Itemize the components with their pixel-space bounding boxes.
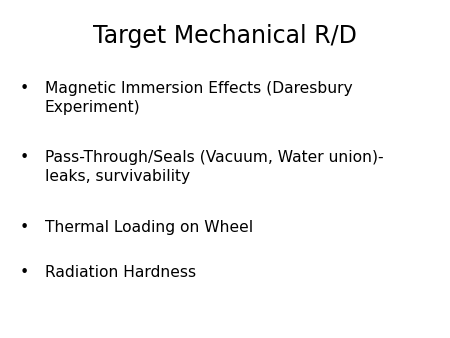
Text: Radiation Hardness: Radiation Hardness bbox=[45, 265, 196, 280]
Text: •: • bbox=[20, 220, 29, 235]
Text: Thermal Loading on Wheel: Thermal Loading on Wheel bbox=[45, 220, 253, 235]
Text: •: • bbox=[20, 81, 29, 96]
Text: Target Mechanical R/D: Target Mechanical R/D bbox=[93, 24, 357, 48]
Text: •: • bbox=[20, 265, 29, 280]
Text: Magnetic Immersion Effects (Daresbury
Experiment): Magnetic Immersion Effects (Daresbury Ex… bbox=[45, 81, 353, 115]
Text: Pass-Through/Seals (Vacuum, Water union)-
leaks, survivability: Pass-Through/Seals (Vacuum, Water union)… bbox=[45, 150, 383, 184]
Text: •: • bbox=[20, 150, 29, 165]
